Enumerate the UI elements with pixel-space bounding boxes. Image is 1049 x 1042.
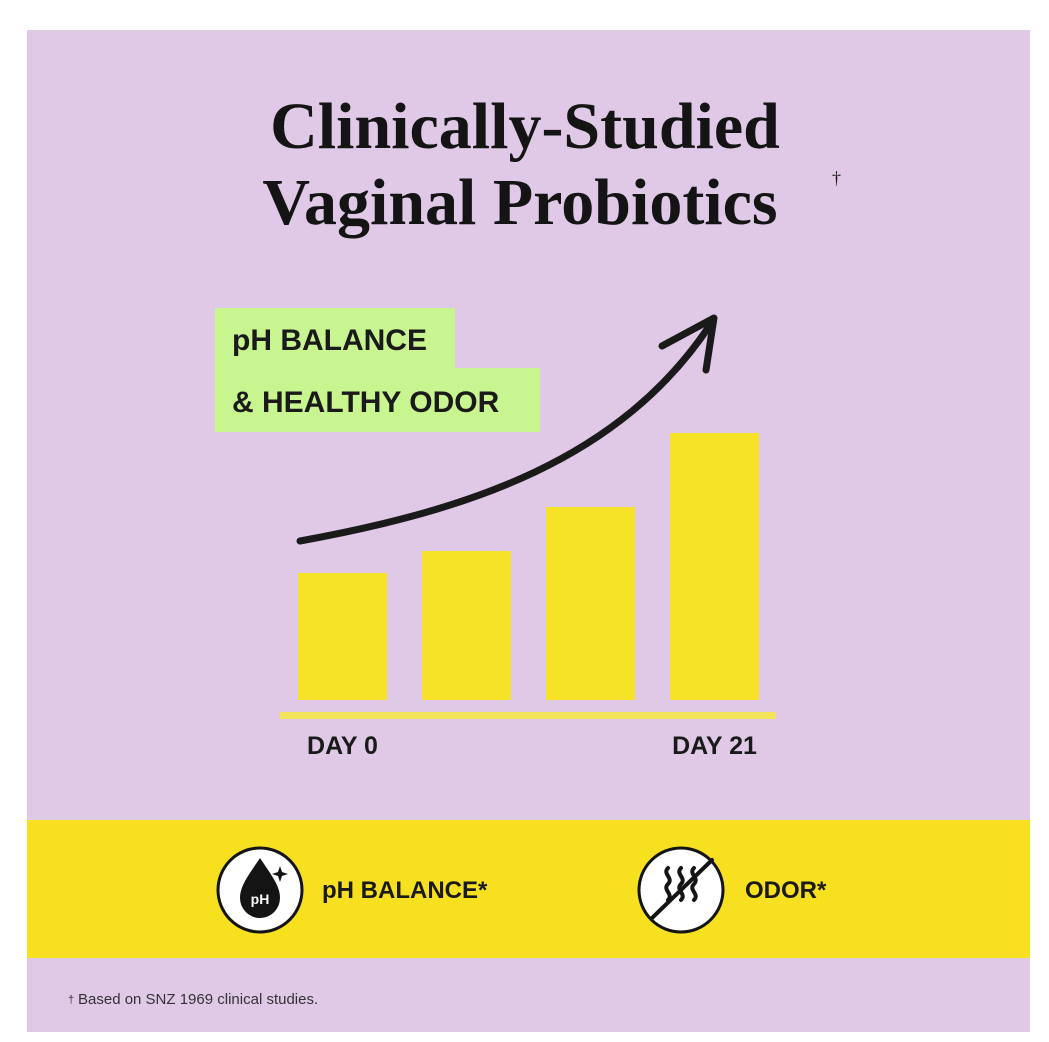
bars: DAY 0 DAY 21 bbox=[298, 433, 759, 760]
x-tick-label: DAY 21 bbox=[672, 732, 757, 760]
odor-waves bbox=[650, 858, 714, 920]
title-line: Vaginal Probiotics bbox=[262, 166, 777, 239]
trend-arrow bbox=[296, 321, 714, 545]
annotation-box bbox=[215, 368, 540, 432]
arrow-head bbox=[658, 314, 718, 374]
bar bbox=[298, 573, 387, 700]
benefit-band bbox=[27, 820, 1030, 958]
drop bbox=[240, 858, 280, 918]
icon-label: pH bbox=[251, 891, 270, 907]
bar bbox=[670, 433, 759, 700]
footnote: Based on SNZ 1969 clinical studies. bbox=[78, 991, 318, 1008]
title-mark: † bbox=[832, 168, 841, 188]
annotation: & HEALTHY ODOR bbox=[232, 386, 500, 419]
sparkle bbox=[272, 866, 288, 882]
benefit: pH BALANCE* bbox=[322, 877, 488, 904]
x-tick-label: DAY 0 bbox=[307, 732, 378, 760]
title-line: Clinically-Studied bbox=[270, 90, 780, 163]
footnote-mark: † bbox=[68, 994, 74, 1006]
annotation-box bbox=[215, 308, 455, 370]
benefit: ODOR* bbox=[745, 877, 827, 904]
bar bbox=[422, 551, 511, 700]
bar bbox=[546, 507, 635, 700]
annotation: pH BALANCE bbox=[232, 324, 427, 357]
baseline bbox=[280, 712, 776, 719]
